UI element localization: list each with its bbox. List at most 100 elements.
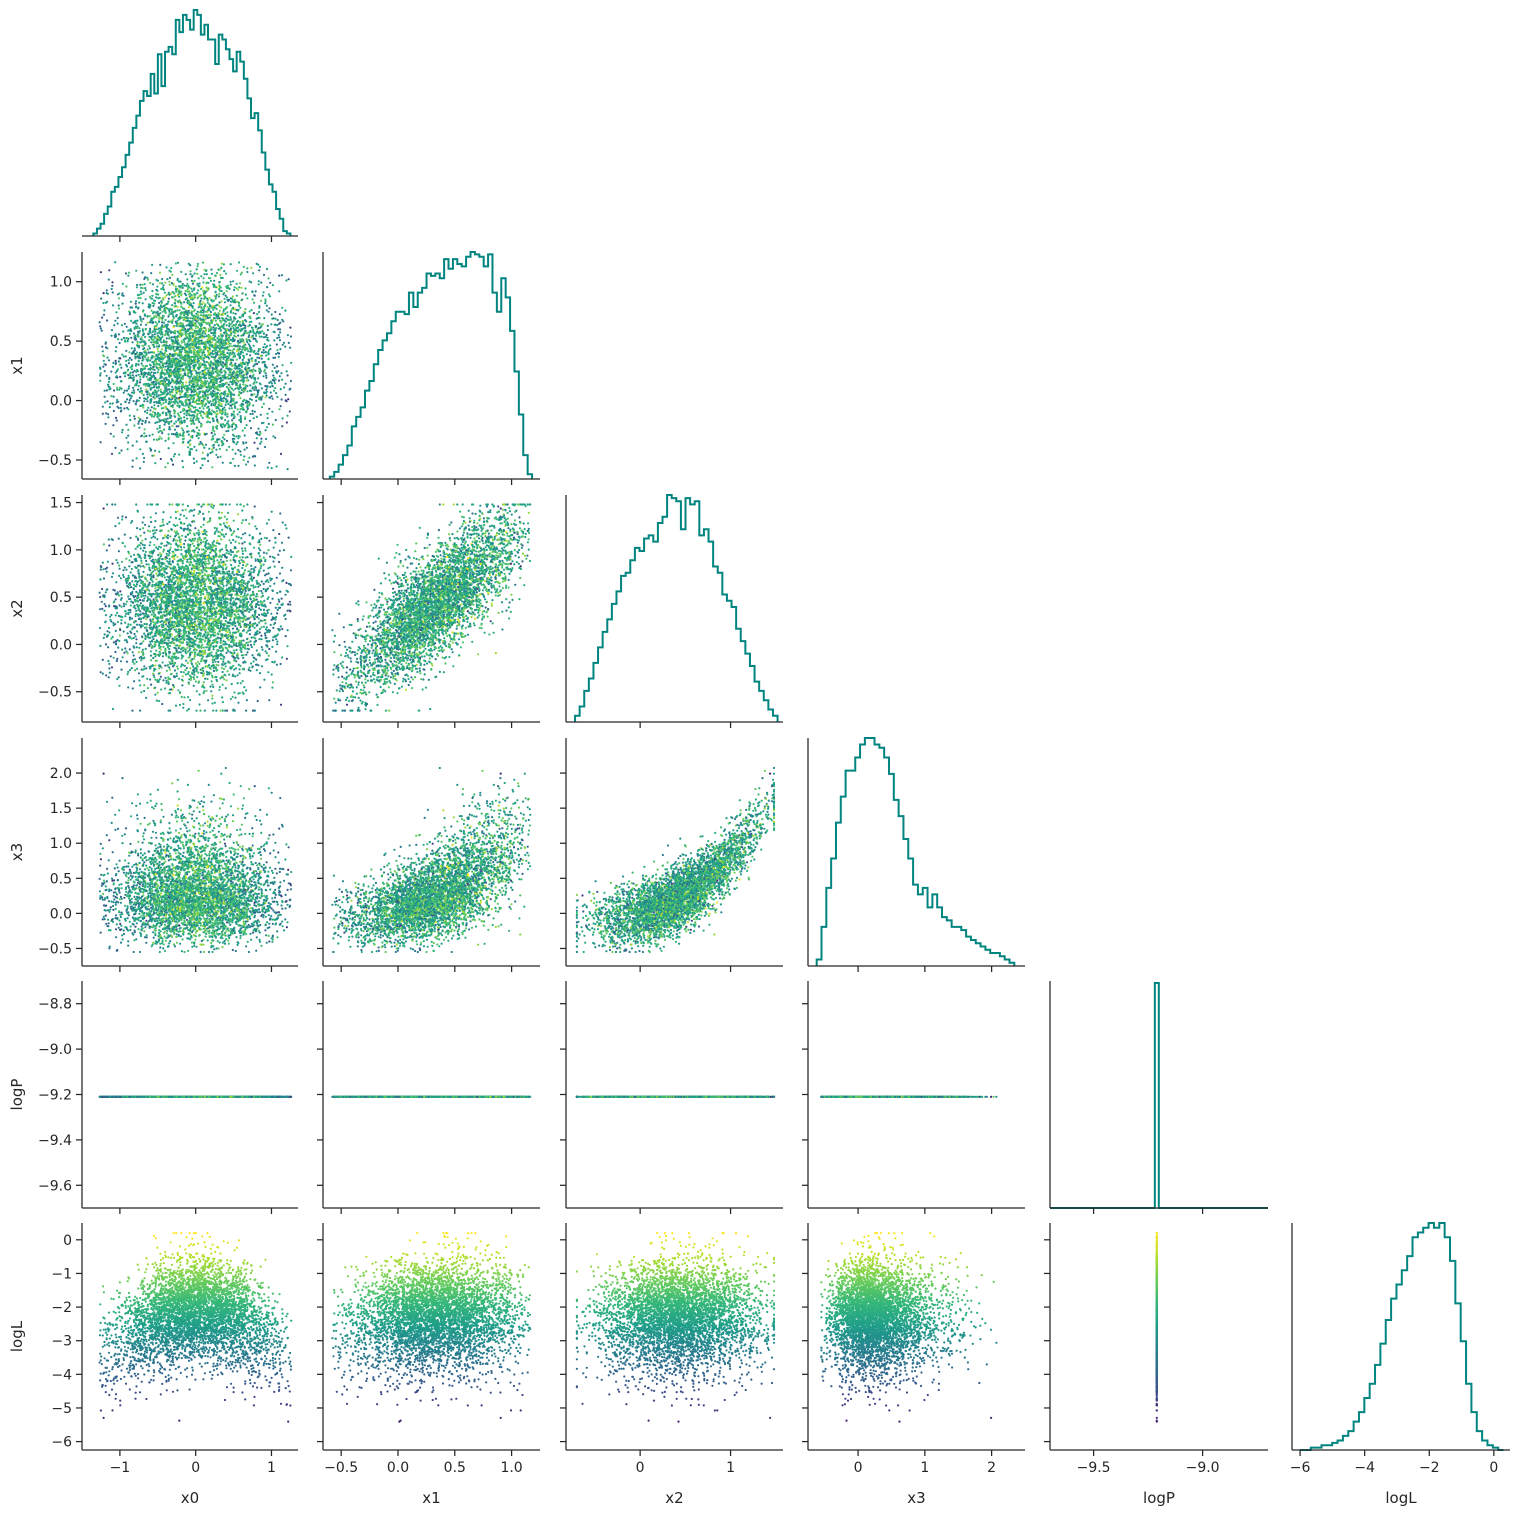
point (244, 308, 246, 310)
point (282, 417, 284, 419)
point (266, 305, 268, 307)
point (116, 419, 118, 421)
point (234, 453, 236, 455)
point (191, 290, 193, 292)
point (173, 455, 175, 457)
point (245, 442, 247, 444)
point (273, 390, 275, 392)
point (226, 311, 228, 313)
point (161, 321, 163, 323)
point (271, 411, 273, 413)
point (121, 338, 123, 340)
point (200, 314, 202, 316)
point (171, 304, 173, 306)
point (254, 464, 256, 466)
point (142, 345, 144, 347)
point (125, 350, 127, 352)
point (168, 281, 170, 283)
histogram-x0 (93, 10, 290, 236)
point (263, 291, 265, 293)
point (147, 396, 149, 398)
point (260, 438, 262, 440)
point (112, 424, 114, 426)
point (223, 270, 225, 272)
point (115, 311, 117, 313)
point (279, 313, 281, 315)
point (260, 282, 262, 284)
point (197, 326, 199, 328)
point (265, 372, 267, 374)
point (278, 408, 280, 410)
point (147, 357, 149, 359)
point (264, 343, 266, 345)
point (133, 424, 135, 426)
point (239, 323, 241, 325)
point (139, 284, 141, 286)
point (269, 386, 271, 388)
point (245, 463, 247, 465)
point (135, 303, 137, 305)
point (180, 411, 182, 413)
point (236, 295, 238, 297)
point (151, 290, 153, 292)
point (289, 410, 291, 412)
point (160, 389, 162, 391)
point (287, 398, 289, 400)
point (248, 457, 250, 459)
point (188, 306, 190, 308)
point (112, 402, 114, 404)
point (215, 449, 217, 451)
point (128, 272, 130, 274)
point (123, 355, 125, 357)
point (106, 289, 108, 291)
point (186, 283, 188, 285)
point (278, 380, 280, 382)
point (237, 437, 239, 439)
point (170, 267, 172, 269)
point (281, 398, 283, 400)
corner-pair-plot: −0.50.00.51.0−0.50.00.51.01.5−0.50.00.51… (0, 0, 1520, 1513)
point (169, 393, 171, 395)
point (125, 437, 127, 439)
point (261, 406, 263, 408)
point (118, 360, 120, 362)
point (271, 370, 273, 372)
point (214, 324, 216, 326)
point (133, 415, 135, 417)
point (274, 437, 276, 439)
point (113, 389, 115, 391)
point (228, 407, 230, 409)
point (122, 429, 124, 431)
point (147, 322, 149, 324)
point (186, 278, 188, 280)
point (257, 428, 259, 430)
point (117, 323, 119, 325)
point (142, 271, 144, 273)
point (202, 301, 204, 303)
point (230, 284, 232, 286)
point (189, 264, 191, 266)
point (156, 393, 158, 395)
point (200, 275, 202, 277)
point (231, 345, 233, 347)
point (269, 282, 271, 284)
point (232, 312, 234, 314)
point (102, 413, 104, 415)
point (143, 436, 145, 438)
point (246, 341, 248, 343)
point (131, 347, 133, 349)
point (229, 386, 231, 388)
point (213, 280, 215, 282)
point (159, 272, 161, 274)
point (198, 429, 200, 431)
point (183, 314, 185, 316)
point (127, 448, 129, 450)
point (146, 412, 148, 414)
point (177, 262, 179, 264)
point (239, 450, 241, 452)
scatter-x0-x1 (99, 261, 293, 470)
point (196, 435, 198, 437)
point (266, 334, 268, 336)
point (182, 287, 184, 289)
point (171, 386, 173, 388)
